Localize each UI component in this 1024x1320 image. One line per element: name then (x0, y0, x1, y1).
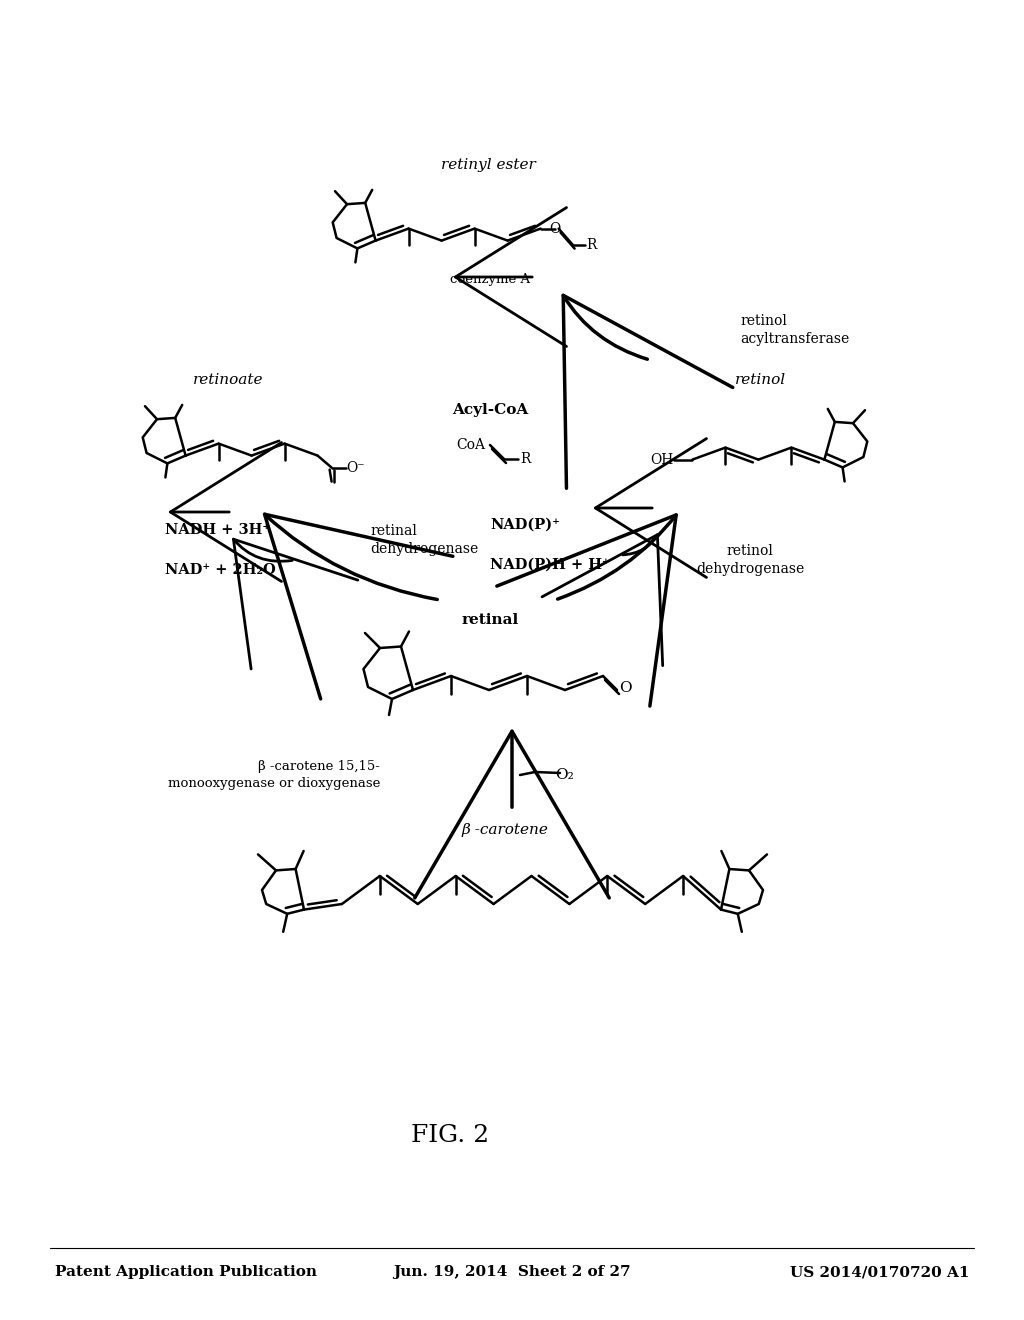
Text: NAD(P)H + H⁺: NAD(P)H + H⁺ (490, 558, 609, 572)
Text: retinol
acyltransferase: retinol acyltransferase (740, 314, 849, 346)
Text: β -carotene: β -carotene (462, 822, 549, 837)
Text: US 2014/0170720 A1: US 2014/0170720 A1 (791, 1265, 970, 1279)
Text: R: R (520, 451, 530, 466)
Text: retinoate: retinoate (193, 374, 263, 387)
Text: β -carotene 15,15-
monooxygenase or dioxygenase: β -carotene 15,15- monooxygenase or diox… (168, 760, 380, 789)
Text: NADH + 3H⁺: NADH + 3H⁺ (165, 523, 270, 537)
Text: retinal: retinal (462, 612, 518, 627)
Text: Jun. 19, 2014  Sheet 2 of 27: Jun. 19, 2014 Sheet 2 of 27 (393, 1265, 631, 1279)
Text: Acyl-CoA: Acyl-CoA (452, 403, 528, 417)
Text: R: R (587, 238, 597, 252)
Text: O⁻: O⁻ (346, 461, 366, 475)
Text: retinol: retinol (734, 374, 785, 387)
Text: NAD⁺ + 2H₂O: NAD⁺ + 2H₂O (165, 564, 275, 577)
Text: Patent Application Publication: Patent Application Publication (55, 1265, 317, 1279)
Text: FIG. 2: FIG. 2 (411, 1123, 489, 1147)
Text: retinol
dehydrogenase: retinol dehydrogenase (696, 544, 804, 577)
Text: NAD(P)⁺: NAD(P)⁺ (490, 517, 560, 532)
Text: CoA: CoA (456, 438, 485, 451)
Text: O: O (549, 222, 560, 235)
Text: OH: OH (650, 453, 674, 466)
Text: O: O (618, 681, 632, 696)
Text: coenzyme A: coenzyme A (450, 273, 530, 286)
Text: O₂: O₂ (556, 768, 574, 781)
Text: retinyl ester: retinyl ester (440, 158, 536, 172)
Text: retinal
dehydrogenase: retinal dehydrogenase (370, 524, 478, 556)
